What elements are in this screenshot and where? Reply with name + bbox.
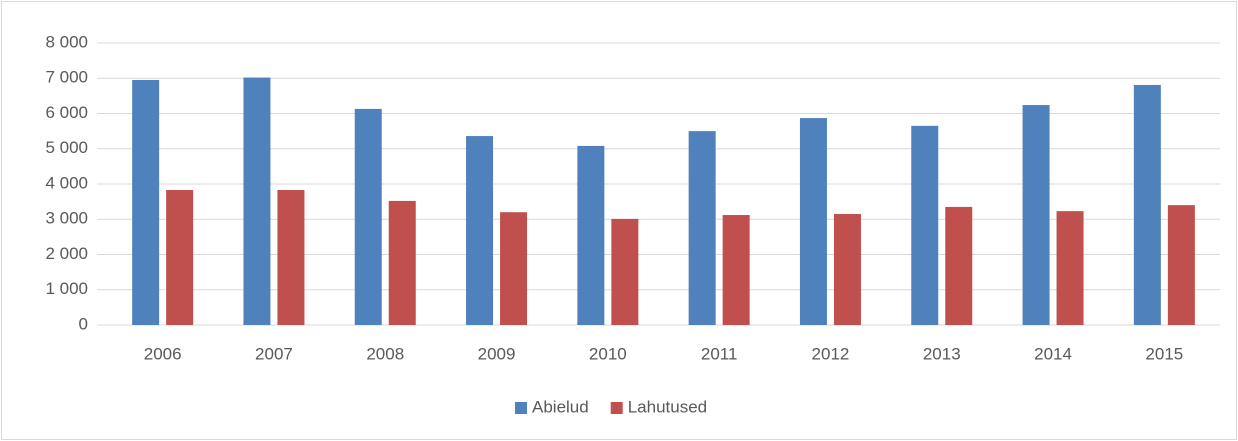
bar [1133, 84, 1161, 325]
x-tick-label: 2013 [923, 344, 961, 363]
bar [688, 131, 716, 325]
bar [722, 215, 750, 325]
bar [911, 125, 939, 326]
x-tick-label: 2015 [1145, 344, 1183, 363]
x-tick-label: 2008 [366, 344, 404, 363]
x-tick-label: 2011 [701, 344, 738, 363]
x-tick-label: 2009 [478, 344, 516, 363]
x-tick-label: 2007 [255, 344, 293, 363]
bar [799, 118, 827, 326]
bar [354, 108, 382, 325]
legend-label: Lahutused [628, 397, 707, 416]
bar [833, 213, 861, 325]
bar [166, 189, 194, 325]
bar [1022, 105, 1050, 325]
bar [277, 189, 305, 325]
bar [611, 218, 639, 325]
bar [243, 77, 271, 325]
y-tick-label: 7 000 [45, 68, 88, 87]
x-tick-label: 2014 [1034, 344, 1072, 363]
x-tick-label: 2012 [812, 344, 850, 363]
y-tick-label: 4 000 [45, 173, 88, 192]
bar [500, 212, 528, 325]
y-tick-label: 0 [79, 314, 88, 333]
x-tick-label: 2006 [144, 344, 182, 363]
bar [466, 136, 494, 325]
legend-swatch [610, 402, 623, 414]
y-tick-label: 1 000 [45, 279, 88, 298]
bar [1056, 211, 1084, 325]
legend-label: Abielud [532, 397, 589, 416]
bar [945, 206, 973, 325]
y-tick-label: 6 000 [45, 103, 88, 122]
bar [1167, 205, 1195, 325]
y-tick-label: 2 000 [45, 244, 88, 263]
bar [388, 200, 416, 325]
y-tick-label: 3 000 [45, 209, 88, 228]
x-tick-label: 2010 [589, 344, 627, 363]
bar [132, 80, 160, 325]
y-tick-label: 5 000 [45, 138, 88, 157]
y-tick-label: 8 000 [45, 32, 88, 51]
bar [577, 145, 605, 325]
legend-swatch [515, 402, 527, 414]
